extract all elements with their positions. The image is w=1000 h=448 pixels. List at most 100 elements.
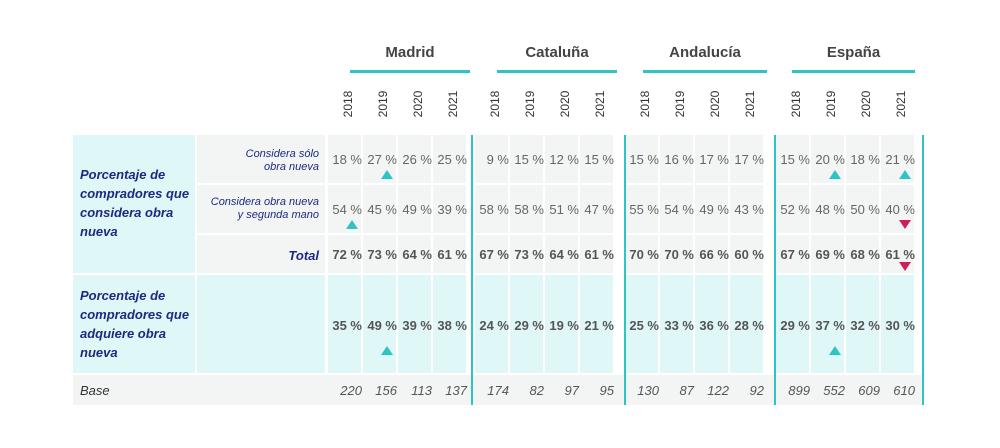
- year-label-cataluna-0: 2018: [488, 90, 502, 118]
- cell-bg-andalucia-nueva_segunda-2: [695, 185, 728, 233]
- year-label-cataluna-2: 2020: [558, 90, 572, 118]
- year-label-madrid-2: 2020: [411, 90, 425, 118]
- cell-bg-andalucia-total-0: [625, 235, 658, 273]
- value-espana-total: 69 %: [815, 247, 845, 262]
- base-label: Base: [80, 383, 110, 398]
- value-cataluna-solo: 12 %: [549, 152, 579, 167]
- value-andalucia-total: 70 %: [664, 247, 694, 262]
- considera-label-line: nueva: [80, 224, 118, 239]
- sublabel-bg-nueva-segunda: [197, 185, 325, 233]
- year-label-cataluna-1: 2019: [523, 90, 537, 118]
- cell-bg-andalucia-total-3: [730, 235, 763, 273]
- cell-bg-espana-nueva_segunda-0: [776, 185, 809, 233]
- base-value-espana: 552: [823, 383, 845, 398]
- value-madrid-nueva_segunda: 45 %: [367, 202, 397, 217]
- base-value-andalucia: 87: [679, 383, 694, 398]
- value-cataluna-nueva_segunda: 47 %: [584, 202, 614, 217]
- cell-bg-madrid-solo-0: [328, 135, 361, 183]
- base-value-cataluna: 95: [599, 383, 614, 398]
- value-cataluna-total: 73 %: [514, 247, 544, 262]
- cell-bg-cataluna-adquiere-1: [510, 275, 543, 373]
- cell-bg-madrid-adquiere-0: [328, 275, 361, 373]
- year-label-espana-0: 2018: [789, 90, 803, 118]
- cell-bg-espana-adquiere-2: [846, 275, 879, 373]
- value-cataluna-nueva_segunda: 51 %: [549, 202, 579, 217]
- value-espana-adquiere: 30 %: [885, 318, 915, 333]
- value-espana-nueva_segunda: 50 %: [850, 202, 880, 217]
- cell-bg-cataluna-solo-0: [475, 135, 508, 183]
- value-cataluna-solo: 9 %: [486, 152, 509, 167]
- cell-bg-espana-solo-0: [776, 135, 809, 183]
- base-value-andalucia: 122: [707, 383, 729, 398]
- adquiere-label-line: nueva: [80, 345, 118, 360]
- region-title-cataluna: Cataluña: [525, 44, 589, 61]
- base-row-bg: [73, 375, 923, 405]
- region-separator: [471, 135, 473, 405]
- region-underline-andalucia: [643, 70, 767, 73]
- base-value-andalucia: 92: [749, 383, 764, 398]
- cell-bg-andalucia-solo-1: [660, 135, 693, 183]
- cell-bg-cataluna-adquiere-2: [545, 275, 578, 373]
- value-andalucia-adquiere: 33 %: [664, 318, 694, 333]
- year-label-madrid-0: 2018: [341, 90, 355, 118]
- considera-label-line: considera obra: [80, 205, 174, 220]
- cell-bg-cataluna-adquiere-3: [580, 275, 613, 373]
- value-espana-total: 67 %: [780, 247, 810, 262]
- region-separator: [774, 135, 776, 405]
- considera-label-line: Porcentaje de: [80, 167, 166, 182]
- base-value-espana: 610: [893, 383, 915, 398]
- year-label-andalucia-3: 2021: [743, 90, 757, 118]
- cell-bg-cataluna-solo-3: [580, 135, 613, 183]
- value-cataluna-adquiere: 24 %: [479, 318, 509, 333]
- adquiere-label-line: compradores que: [80, 307, 190, 322]
- sublabel-bg-solo: [197, 135, 325, 183]
- value-andalucia-solo: 15 %: [629, 152, 659, 167]
- value-madrid-solo: 26 %: [402, 152, 432, 167]
- cell-bg-cataluna-nueva_segunda-0: [475, 185, 508, 233]
- cell-bg-andalucia-nueva_segunda-0: [625, 185, 658, 233]
- cell-bg-andalucia-adquiere-1: [660, 275, 693, 373]
- value-cataluna-adquiere: 19 %: [549, 318, 579, 333]
- region-underline-madrid: [350, 70, 470, 73]
- value-cataluna-total: 67 %: [479, 247, 509, 262]
- trend-down-espana-total-2021: [899, 262, 911, 271]
- solo-sublabel-line: Considera sólo: [245, 148, 319, 160]
- value-cataluna-adquiere: 21 %: [584, 318, 614, 333]
- value-andalucia-nueva_segunda: 55 %: [629, 202, 659, 217]
- cell-bg-cataluna-nueva_segunda-1: [510, 185, 543, 233]
- trend-up-madrid-solo-2019: [381, 170, 393, 179]
- considera-label-line: compradores que: [80, 186, 190, 201]
- value-espana-solo: 20 %: [815, 152, 845, 167]
- year-label-andalucia-1: 2019: [673, 90, 687, 118]
- value-andalucia-solo: 17 %: [699, 152, 729, 167]
- cell-bg-madrid-total-1: [363, 235, 396, 273]
- value-madrid-total: 73 %: [367, 247, 397, 262]
- cell-bg-madrid-adquiere-3: [433, 275, 466, 373]
- value-madrid-total: 61 %: [437, 247, 467, 262]
- cell-bg-andalucia-total-2: [695, 235, 728, 273]
- cell-bg-madrid-nueva_segunda-1: [363, 185, 396, 233]
- value-cataluna-total: 64 %: [549, 247, 579, 262]
- base-value-cataluna: 82: [529, 383, 544, 398]
- adquiere-label-line: Porcentaje de: [80, 288, 166, 303]
- cell-bg-andalucia-total-1: [660, 235, 693, 273]
- value-cataluna-adquiere: 29 %: [514, 318, 544, 333]
- trend-down-espana-nueva_segunda-2021: [899, 220, 911, 229]
- year-label-espana-2: 2020: [859, 90, 873, 118]
- value-cataluna-nueva_segunda: 58 %: [479, 202, 509, 217]
- value-espana-nueva_segunda: 52 %: [780, 202, 810, 217]
- value-madrid-total: 72 %: [332, 247, 362, 262]
- value-andalucia-nueva_segunda: 49 %: [699, 202, 729, 217]
- trend-up-madrid-adquiere-2019: [381, 346, 393, 355]
- cell-bg-espana-solo-2: [846, 135, 879, 183]
- cell-bg-cataluna-solo-1: [510, 135, 543, 183]
- cell-bg-cataluna-adquiere-0: [475, 275, 508, 373]
- cell-bg-andalucia-nueva_segunda-1: [660, 185, 693, 233]
- value-andalucia-adquiere: 28 %: [734, 318, 764, 333]
- cell-bg-madrid-total-2: [398, 235, 431, 273]
- cell-bg-madrid-solo-3: [433, 135, 466, 183]
- value-madrid-nueva_segunda: 39 %: [437, 202, 467, 217]
- value-espana-solo: 18 %: [850, 152, 880, 167]
- value-andalucia-total: 70 %: [629, 247, 659, 262]
- value-madrid-total: 64 %: [402, 247, 432, 262]
